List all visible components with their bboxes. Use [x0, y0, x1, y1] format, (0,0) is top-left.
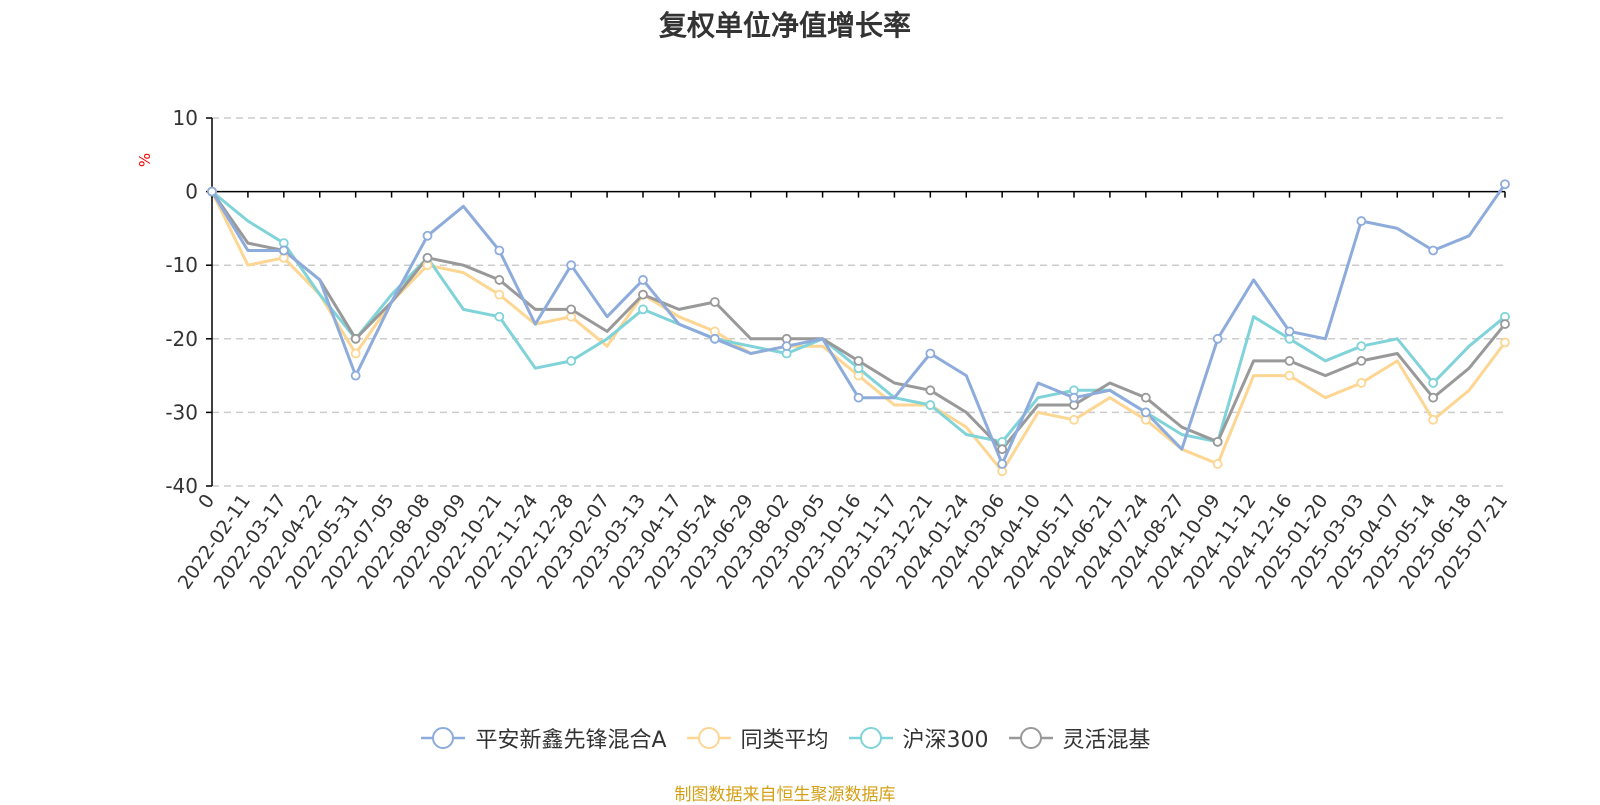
data-point [1212, 459, 1223, 469]
x-tick-label: 0 [194, 490, 219, 513]
y-tick-label: -20 [165, 327, 198, 351]
data-point [1069, 392, 1079, 403]
data-point [494, 289, 505, 300]
data-point [1428, 378, 1439, 388]
data-point [1069, 414, 1079, 425]
series-lines [210, 183, 1507, 473]
legend-label: 平安新鑫先锋混合A [475, 728, 667, 753]
y-tick-label: -10 [165, 253, 198, 277]
data-point [638, 275, 648, 285]
series-line [210, 190, 1507, 451]
data-point [638, 289, 648, 300]
series-line [210, 190, 1507, 473]
data-point [1140, 392, 1151, 403]
legend-swatch-icon [686, 727, 731, 749]
grid-lines [212, 117, 1505, 487]
data-point [1356, 355, 1367, 366]
data-point [278, 245, 289, 256]
legend-label: 灵活混基 [1062, 728, 1151, 753]
data-point [925, 385, 936, 396]
data-point [422, 230, 433, 241]
data-point [207, 186, 217, 197]
data-point [1212, 436, 1223, 447]
legend-item[interactable]: 灵活混基 [1007, 722, 1151, 754]
series-markers [207, 179, 1510, 477]
data-point [566, 355, 577, 366]
data-point [1500, 319, 1510, 329]
data-point [422, 252, 433, 263]
data-point [1356, 216, 1367, 226]
line-chart: 100-10-20-30-40%02022-02-112022-03-17202… [136, 106, 1512, 593]
data-point [1284, 370, 1295, 381]
legend-swatch-marker [1019, 727, 1042, 749]
legend-swatch-marker [859, 727, 882, 749]
data-point [350, 348, 361, 359]
data-point [1428, 392, 1439, 403]
legend-item[interactable]: 平安新鑫先锋混合A [419, 722, 667, 754]
y-tick-label: -40 [165, 474, 198, 498]
data-point [925, 348, 936, 359]
data-point [1284, 355, 1295, 366]
axes [206, 117, 1506, 487]
chart-title: 复权单位净值增长率 [658, 9, 911, 42]
data-point [1140, 407, 1151, 418]
data-point [350, 370, 361, 381]
data-point [566, 304, 577, 315]
y-axis-unit: % [136, 153, 154, 167]
data-point [1500, 337, 1510, 348]
data-point [494, 275, 505, 285]
data-point [853, 392, 864, 403]
data-point [709, 333, 720, 344]
legend-swatch-marker [432, 727, 455, 749]
data-point [1428, 414, 1439, 425]
legend-swatch-icon [421, 727, 466, 749]
legend: 平安新鑫先锋混合A 同类平均 沪深300 灵活混基 [0, 722, 1570, 754]
data-point [1212, 333, 1223, 344]
data-point [853, 355, 864, 366]
series-line [210, 183, 1507, 466]
source-note: 制图数据来自恒生聚源数据库 [674, 785, 896, 805]
legend-swatch-icon [848, 727, 893, 749]
data-point [1284, 326, 1295, 337]
y-tick-label: -30 [165, 400, 198, 424]
data-point [494, 245, 505, 256]
data-point [709, 297, 720, 307]
data-point [1356, 378, 1367, 388]
data-point [925, 400, 936, 410]
data-point [350, 333, 361, 344]
legend-item[interactable]: 沪深300 [847, 722, 989, 754]
data-point [494, 311, 505, 322]
y-tick-label: 10 [173, 106, 198, 130]
legend-label: 同类平均 [740, 728, 829, 753]
series-line [211, 190, 1506, 444]
data-point [781, 341, 792, 352]
data-point [997, 444, 1008, 455]
data-point [1356, 341, 1367, 352]
y-tick-label: 0 [185, 180, 198, 204]
legend-swatch-icon [1008, 727, 1053, 749]
data-point [1428, 245, 1439, 256]
data-point [638, 304, 648, 315]
legend-label: 沪深300 [902, 728, 989, 753]
data-point [566, 260, 577, 271]
data-point [997, 459, 1008, 469]
legend-swatch-marker [697, 727, 720, 749]
legend-item[interactable]: 同类平均 [685, 722, 829, 754]
data-point [1500, 179, 1510, 190]
